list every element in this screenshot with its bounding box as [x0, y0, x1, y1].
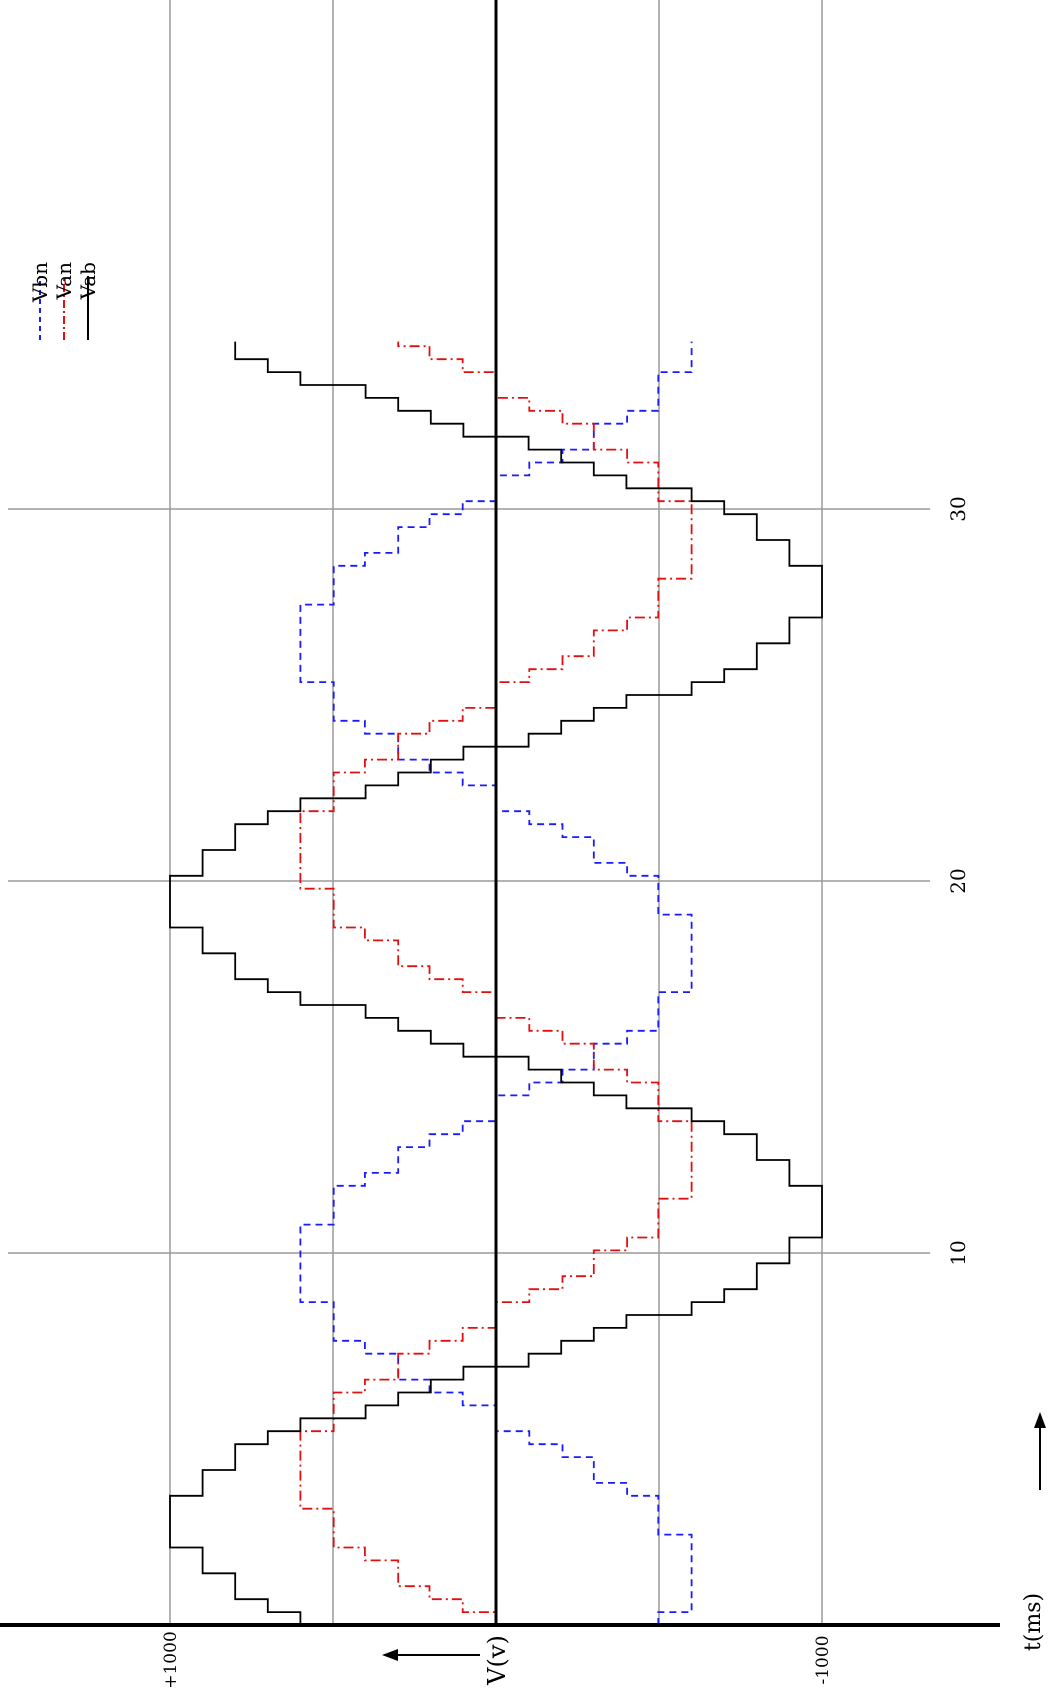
legend: Vbn Van Vab: [28, 262, 100, 340]
x-axis-arrow: [1034, 1412, 1046, 1490]
x-tick-label: 20: [946, 868, 970, 893]
y-tick-label: -1000: [813, 1635, 833, 1684]
y-tick-label: +1000: [161, 1631, 181, 1689]
legend-label-vab: Vab: [76, 262, 100, 300]
series-line-vab: [169, 341, 823, 1625]
grid: [8, 0, 930, 1625]
tick-labels: 10 20 30 +1000 -1000: [161, 496, 970, 1688]
series-line-vbn: [299, 341, 693, 1625]
x-axis-label: t(ms): [1021, 1593, 1046, 1651]
y-axis-label: V(v): [483, 1635, 511, 1686]
x-tick-label: 10: [946, 1240, 970, 1265]
legend-label-vbn: Vbn: [28, 262, 52, 303]
y-axis-arrow: [382, 1649, 480, 1661]
x-tick-label: 30: [946, 496, 970, 521]
plot-area: [169, 341, 823, 1625]
legend-label-van: Van: [52, 262, 76, 301]
series-line-van: [299, 341, 693, 1625]
axes: [0, 0, 1000, 1627]
